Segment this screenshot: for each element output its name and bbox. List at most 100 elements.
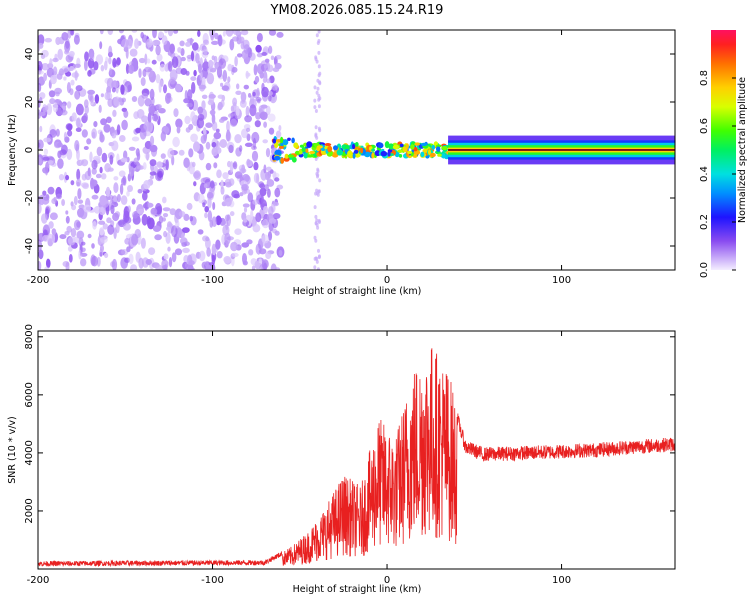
noise-blob (77, 188, 82, 200)
noise-blob (146, 58, 151, 64)
noise-blob (263, 64, 268, 69)
noise-blob (259, 111, 268, 120)
noise-blob (209, 109, 216, 116)
noise-blob (240, 30, 249, 36)
noise-blob (152, 39, 161, 47)
snr-line (38, 348, 675, 568)
noise-blob (75, 178, 82, 187)
noise-blob (145, 259, 152, 265)
tone-blob (352, 153, 356, 159)
streak-blob (317, 64, 321, 69)
noise-blob (48, 90, 56, 98)
noise-blob (84, 105, 89, 114)
noise-blob (211, 147, 218, 157)
noise-blob (75, 117, 81, 128)
noise-blob (99, 30, 104, 35)
streak-blob (317, 218, 321, 223)
noise-blob (181, 232, 185, 240)
noise-blob (112, 212, 120, 222)
streak-blob (313, 85, 317, 90)
noise-blob (120, 157, 128, 163)
tone-blob (380, 150, 388, 157)
noise-blob (84, 59, 88, 71)
noise-blob (249, 104, 257, 117)
noise-blob (84, 51, 89, 62)
noise-blob (224, 178, 232, 186)
noise-blob (213, 132, 222, 140)
noise-blob (165, 226, 171, 231)
noise-blob (261, 259, 269, 269)
noise-blob (163, 84, 167, 94)
noise-blob (110, 204, 115, 215)
noise-blob (261, 86, 269, 98)
tone-blob (441, 153, 446, 159)
noise-blob (159, 63, 166, 72)
noise-blob (261, 51, 268, 56)
noise-blob (261, 234, 270, 244)
noise-blob (74, 70, 78, 81)
noise-blob (158, 81, 162, 93)
noise-blob (205, 264, 212, 270)
noise-blob (89, 95, 94, 103)
noise-blob (204, 58, 207, 68)
noise-blob (187, 267, 195, 270)
noise-blob (175, 219, 180, 229)
noise-blob (78, 204, 85, 210)
noise-blob (123, 210, 130, 223)
noise-blob (160, 153, 166, 159)
noise-blob (169, 208, 176, 216)
noise-blob (51, 228, 57, 236)
tone-blob (282, 139, 289, 146)
streak-blob (313, 235, 317, 240)
noise-blob (81, 182, 89, 188)
streak-blob (315, 135, 319, 140)
noise-blob (239, 99, 247, 108)
noise-blob (108, 67, 113, 76)
tone-blob (413, 147, 418, 152)
noise-blob (126, 156, 130, 163)
noise-blob (235, 105, 240, 117)
tone-blob (430, 152, 436, 158)
noise-blob (239, 145, 243, 152)
noise-blob (190, 76, 197, 81)
noise-blob (93, 61, 99, 71)
noise-blob (143, 121, 152, 132)
noise-blob (192, 42, 199, 51)
noise-blob (268, 127, 275, 135)
noise-blob (199, 70, 203, 82)
noise-blob (45, 206, 50, 214)
noise-blob (171, 225, 178, 238)
noise-blob (127, 205, 131, 213)
noise-blob (52, 57, 59, 63)
noise-blob (229, 118, 238, 127)
noise-blob (102, 223, 109, 230)
colorbar-tick-label: 0.6 (699, 118, 710, 134)
noise-blob (267, 188, 271, 198)
noise-blob (148, 103, 156, 116)
noise-blob (162, 213, 169, 218)
noise-blob (62, 261, 70, 267)
noise-blob (137, 188, 143, 194)
noise-blob (91, 194, 99, 200)
figure-title: YM08.2026.085.15.24.R19 (270, 3, 444, 18)
noise-blob (185, 127, 191, 133)
noise-blob (150, 207, 158, 215)
noise-blob (230, 105, 234, 112)
noise-blob (242, 260, 248, 266)
noise-blob (63, 131, 68, 141)
x-tick-label: 100 (552, 575, 571, 586)
noise-blob (165, 159, 169, 171)
streak-blob (314, 214, 318, 219)
noise-blob (43, 194, 50, 201)
noise-blob (74, 140, 80, 152)
streak-blob (313, 205, 317, 210)
noise-blob (236, 83, 240, 90)
noise-blob (107, 30, 114, 36)
noise-blob (226, 236, 234, 241)
noise-blob (107, 98, 114, 107)
noise-blob (38, 76, 45, 86)
noise-blob (202, 76, 206, 85)
noise-blob (245, 70, 249, 79)
snr-panel: -200 -100 0 100 2000 4000 6000 8000 Height of s… (7, 324, 676, 595)
